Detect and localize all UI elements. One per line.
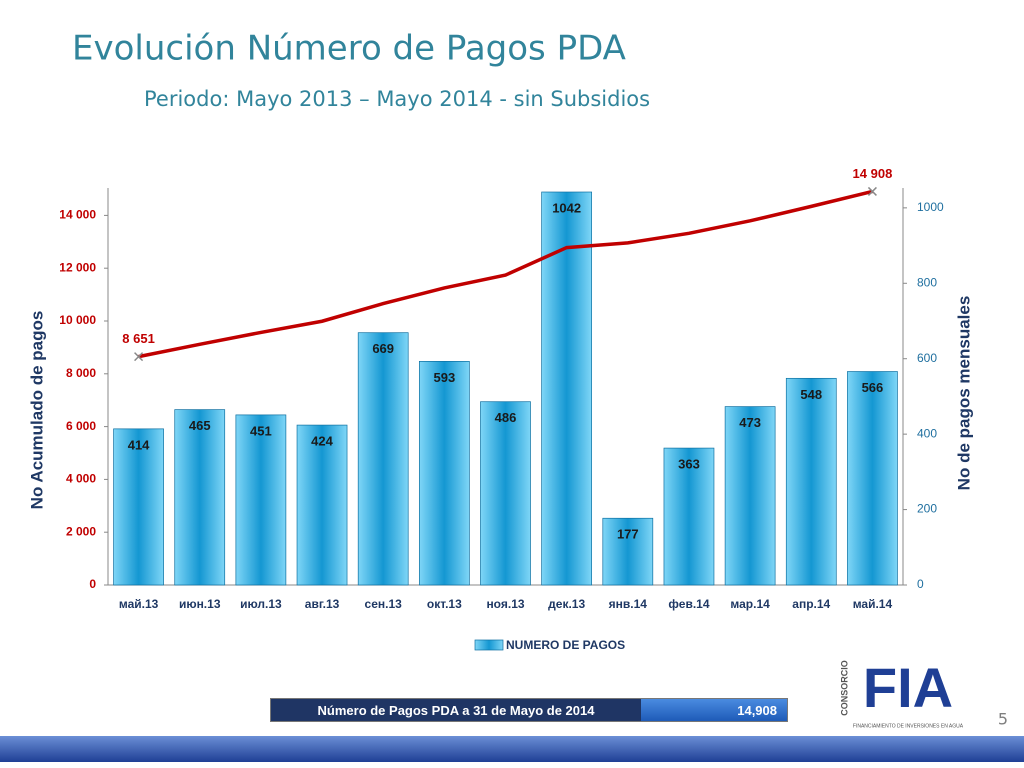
footer-band xyxy=(0,736,1024,762)
bar-label: 177 xyxy=(617,527,639,542)
y-tick-label: 2 000 xyxy=(66,524,96,538)
bar xyxy=(480,401,531,586)
bar xyxy=(724,406,776,586)
bar-label: 473 xyxy=(739,415,761,430)
bar xyxy=(296,424,348,586)
line xyxy=(138,189,873,359)
x-tick-label: янв.14 xyxy=(609,597,648,611)
y2-tick-label: 200 xyxy=(917,502,937,516)
bar-label: 424 xyxy=(311,434,333,449)
bar-label: 451 xyxy=(250,423,272,438)
y-axis-title: No Acumulado de pagos xyxy=(27,311,46,510)
y2-tick-label: 800 xyxy=(917,275,937,289)
bar xyxy=(357,332,409,586)
y2-tick-label: 400 xyxy=(917,426,937,440)
bar xyxy=(174,409,226,586)
bar-label: 548 xyxy=(800,387,822,402)
x-tick-label: ноя.13 xyxy=(486,597,524,611)
bar xyxy=(113,428,164,586)
line-marker xyxy=(134,352,144,362)
summary-table: Número de Pagos PDA a 31 de Mayo de 2014… xyxy=(270,698,788,722)
y-tick-label: 4 000 xyxy=(66,472,96,486)
x-tick-label: июн.13 xyxy=(179,597,221,611)
summary-value: 14,908 xyxy=(641,699,787,721)
y-tick-label: 10 000 xyxy=(59,313,96,327)
x-tick-label: окт.13 xyxy=(427,597,462,611)
y2-tick-label: 0 xyxy=(917,577,924,591)
bar xyxy=(418,361,470,586)
y-tick-label: 0 xyxy=(89,577,96,591)
summary-label: Número de Pagos PDA a 31 de Mayo de 2014 xyxy=(271,699,641,721)
x-tick-label: май.13 xyxy=(119,597,159,611)
bar xyxy=(847,371,898,586)
line-label: 8 651 xyxy=(122,331,155,346)
page-number: 5 xyxy=(998,710,1008,729)
x-tick-label: авг.13 xyxy=(305,597,340,611)
bar xyxy=(663,447,715,586)
legend-swatch xyxy=(474,639,504,651)
bar xyxy=(235,414,287,586)
bar xyxy=(602,517,654,586)
y2-axis-title: No de pagos mensuales xyxy=(954,296,973,491)
bar-label: 1042 xyxy=(552,200,581,215)
bar-label: 593 xyxy=(433,370,455,385)
legend-label: NUMERO DE PAGOS xyxy=(506,638,625,652)
y-tick-label: 14 000 xyxy=(59,208,96,222)
y-tick-label: 8 000 xyxy=(66,366,96,380)
bar-label: 363 xyxy=(678,457,700,472)
line-label: 14 908 xyxy=(853,166,893,181)
logo-side: CONSORCIO xyxy=(839,660,849,716)
bar-label: 414 xyxy=(128,437,150,452)
bar-label: 465 xyxy=(189,418,211,433)
x-tick-label: фев.14 xyxy=(668,597,709,611)
bar xyxy=(785,377,837,586)
logo-word: FIA xyxy=(863,656,953,719)
line-marker xyxy=(867,186,877,196)
bar-label: 486 xyxy=(495,410,517,425)
x-tick-label: май.14 xyxy=(853,597,893,611)
x-tick-label: дек.13 xyxy=(548,597,585,611)
y-tick-label: 12 000 xyxy=(59,260,96,274)
x-tick-label: апр.14 xyxy=(792,597,830,611)
bar xyxy=(541,191,593,586)
y-tick-label: 6 000 xyxy=(66,419,96,433)
subtitle: Periodo: Mayo 2013 – Mayo 2014 - sin Sub… xyxy=(144,87,650,111)
y2-tick-label: 600 xyxy=(917,351,937,365)
x-tick-label: сен.13 xyxy=(365,597,403,611)
x-tick-label: мар.14 xyxy=(730,597,770,611)
title: Evolución Número de Pagos PDA xyxy=(72,29,626,69)
bar-label: 566 xyxy=(862,380,884,395)
bar-label: 669 xyxy=(372,341,394,356)
logo-tagline: FINANCIAMIENTO DE INVERSIONES EN AGUA xyxy=(853,723,964,729)
y2-tick-label: 1000 xyxy=(917,200,944,214)
x-tick-label: июл.13 xyxy=(240,597,282,611)
